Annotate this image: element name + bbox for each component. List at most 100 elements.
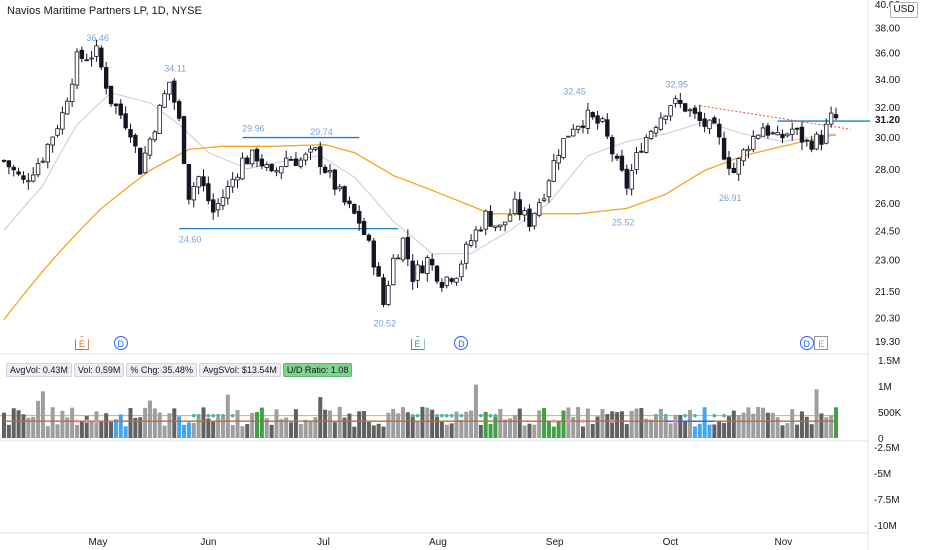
- volume-dry-up-dot: [196, 413, 201, 418]
- volume-bar: [186, 422, 191, 438]
- volume-bar: [585, 408, 590, 438]
- candle-down: [420, 265, 425, 274]
- volume-axis-tick: 1M: [878, 382, 892, 393]
- volume-bar: [240, 426, 245, 438]
- trendline: [699, 105, 851, 130]
- rs-axis-tick: -5M: [874, 469, 891, 480]
- earnings-marker[interactable]: E: [74, 336, 89, 350]
- volume-dry-up-dot: [206, 413, 211, 418]
- volume-dry-up-dot: [488, 413, 493, 418]
- candle-down: [605, 119, 610, 137]
- volume-axis-tick: 500K: [878, 408, 902, 419]
- volume-bar: [191, 422, 196, 438]
- volume-dry-up-dot: [216, 413, 220, 418]
- volume-bar: [21, 414, 26, 438]
- stat-avg-svol: AvgSVol: $13.54M: [198, 363, 281, 377]
- candle-up: [386, 285, 391, 305]
- volume-bar: [201, 407, 206, 438]
- volume-bar: [761, 407, 766, 438]
- price-axis-tick: 38.00: [875, 24, 900, 35]
- earnings-marker[interactable]: E: [814, 336, 829, 350]
- volume-bar: [89, 421, 94, 438]
- candle-up: [522, 209, 527, 216]
- volume-bar: [692, 426, 697, 438]
- candle-down: [352, 203, 357, 214]
- volume-bar: [157, 412, 162, 438]
- candle-up: [775, 132, 780, 136]
- volume-bar: [405, 412, 410, 438]
- candle-down: [692, 107, 698, 114]
- candle-up: [541, 198, 547, 201]
- volume-dry-up-dot: [493, 413, 498, 418]
- candle-down: [138, 147, 143, 175]
- candle-down: [410, 260, 415, 282]
- volume-bar: [746, 407, 751, 438]
- candle-down: [833, 114, 839, 119]
- volume-bar: [152, 408, 157, 438]
- candle-up: [502, 221, 508, 226]
- volume-bar: [332, 422, 337, 438]
- price-axis-tick: 21.50: [875, 287, 900, 298]
- volume-bar: [488, 423, 493, 438]
- volume-bar: [318, 397, 323, 438]
- volume-bar: [177, 416, 182, 438]
- volume-bar: [143, 407, 148, 438]
- volume-bar: [795, 424, 800, 438]
- candle-up: [74, 51, 80, 86]
- volume-bar: [571, 417, 576, 438]
- earnings-marker[interactable]: E: [410, 336, 425, 350]
- candle-up: [658, 117, 664, 130]
- volume-bar: [84, 415, 89, 438]
- candle-down: [731, 167, 737, 173]
- candle-up: [507, 214, 513, 222]
- volume-dry-up-dot: [191, 413, 196, 418]
- volume-bar: [619, 411, 624, 438]
- dividend-marker[interactable]: D: [454, 336, 469, 350]
- volume-bar: [298, 424, 303, 438]
- currency-badge[interactable]: USD: [890, 2, 918, 18]
- x-axis-tick: Jun: [200, 537, 216, 548]
- volume-bar: [503, 419, 508, 438]
- dividend-marker[interactable]: D: [113, 336, 128, 350]
- volume-bar: [284, 417, 289, 438]
- price-annotation: 29.96: [242, 124, 265, 134]
- candle-up: [65, 100, 70, 115]
- candle-up: [60, 112, 65, 130]
- volume-bar: [196, 416, 201, 438]
- candle-down: [211, 199, 216, 213]
- volume-bar: [483, 411, 488, 438]
- volume-bar: [400, 407, 405, 438]
- candle-up: [395, 257, 401, 260]
- candle-up: [240, 157, 245, 180]
- volume-bar: [624, 424, 629, 438]
- volume-dry-up-dot: [230, 413, 235, 418]
- candle-down: [259, 158, 265, 167]
- volume-bar: [751, 413, 756, 438]
- candle-down: [794, 127, 800, 130]
- candle-up: [707, 119, 712, 130]
- candle-up: [274, 170, 279, 173]
- candle-up: [600, 118, 605, 122]
- candle-up: [464, 243, 469, 264]
- candle-down: [245, 157, 250, 165]
- volume-bar: [634, 408, 639, 438]
- rs-axis-tick: -2.5M: [874, 443, 900, 454]
- candle-down: [108, 85, 114, 105]
- candle-down: [342, 186, 347, 203]
- candle-up: [220, 197, 226, 206]
- stat-vol: Vol: 0.59M: [73, 363, 125, 377]
- price-axis-tick: 26.00: [875, 199, 900, 210]
- dividend-marker[interactable]: D: [799, 336, 814, 350]
- volume-bar: [804, 416, 809, 438]
- price-annotation: 32.45: [563, 87, 586, 97]
- volume-bar: [362, 411, 367, 438]
- candle-up: [415, 264, 420, 281]
- volume-bar: [99, 421, 104, 438]
- candle-down: [11, 166, 16, 171]
- candle-up: [147, 138, 153, 156]
- candle-up: [303, 153, 308, 161]
- candle-up: [575, 125, 581, 130]
- volume-bar: [220, 416, 225, 438]
- candle-up: [760, 127, 766, 137]
